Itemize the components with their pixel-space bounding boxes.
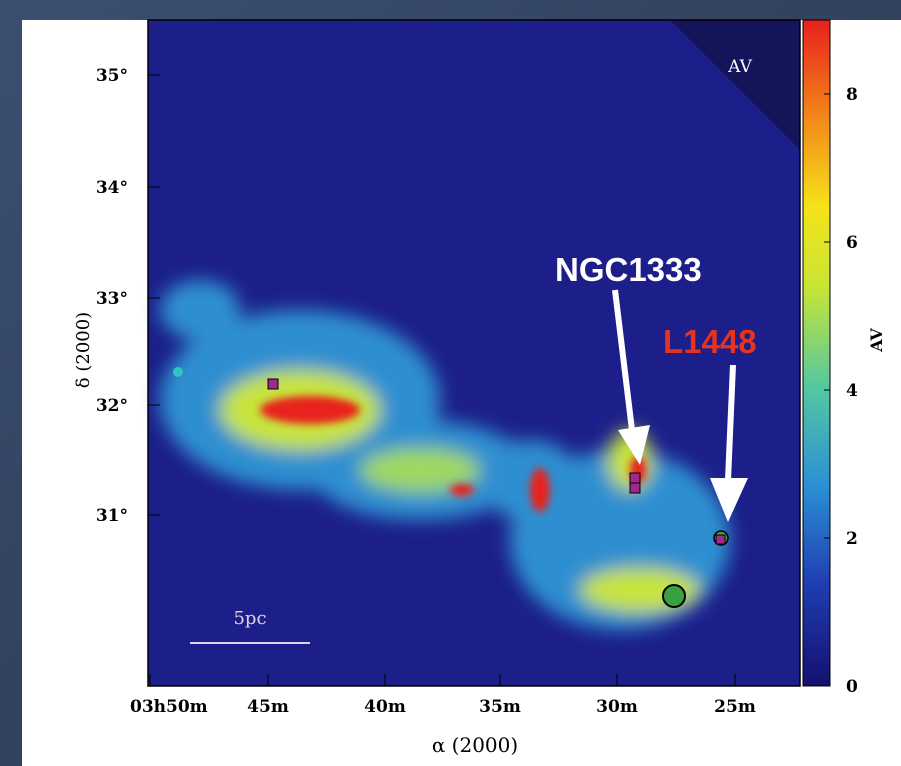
page: 5pc AV δ (2000) α (2000) AV NGC1333 L144…: [0, 0, 901, 766]
x-tick-label: 40m: [364, 697, 406, 717]
source-marker: [268, 379, 278, 389]
source-marker: [630, 473, 640, 483]
colorbar-tick-label: 6: [846, 233, 858, 253]
colorbar: [803, 20, 830, 686]
corner-label: AV: [727, 57, 752, 77]
y-axis-label: δ (2000): [73, 312, 94, 388]
source-marker: [630, 483, 640, 493]
annotation: L1448: [663, 323, 757, 360]
y-tick-label: 34°: [96, 178, 128, 198]
colorbar-tick-label: 0: [846, 677, 858, 697]
source-marker: [716, 535, 725, 544]
x-tick-label: 30m: [596, 697, 638, 717]
colorbar-tick-label: 8: [846, 85, 858, 105]
x-tick-label: 03h50m: [130, 697, 208, 717]
source-marker: [173, 367, 183, 377]
colorbar-tick-label: 2: [846, 529, 858, 549]
y-tick-label: 31°: [96, 506, 128, 526]
y-tick-label: 32°: [96, 396, 128, 416]
colorbar-label: AV: [867, 328, 886, 353]
x-axis-label: α (2000): [432, 733, 518, 757]
y-tick-label: 35°: [96, 66, 128, 86]
y-tick-label: 33°: [96, 289, 128, 309]
annotation: NGC1333: [555, 251, 702, 288]
x-tick-label: 25m: [714, 697, 756, 717]
x-tick-label: 35m: [479, 697, 521, 717]
x-tick-label: 45m: [247, 697, 289, 717]
scale-bar-label: 5pc: [233, 608, 266, 629]
colorbar-tick-label: 4: [846, 381, 858, 401]
slide: 5pc AV δ (2000) α (2000) AV NGC1333 L144…: [0, 0, 901, 766]
source-marker: [663, 585, 685, 607]
